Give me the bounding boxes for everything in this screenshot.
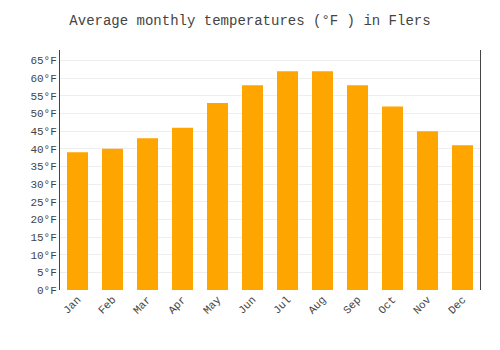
svg-text:50°F: 50°F bbox=[30, 108, 56, 120]
svg-text:5°F: 5°F bbox=[37, 267, 57, 279]
svg-text:Aug: Aug bbox=[306, 294, 328, 316]
svg-text:Average monthly temperatures (: Average monthly temperatures (°F ) in Fl… bbox=[69, 13, 430, 29]
svg-text:20°F: 20°F bbox=[30, 214, 56, 226]
svg-text:Jul: Jul bbox=[271, 294, 293, 316]
svg-text:30°F: 30°F bbox=[30, 179, 56, 191]
svg-text:10°F: 10°F bbox=[30, 250, 56, 262]
svg-text:Feb: Feb bbox=[96, 294, 118, 316]
svg-text:0°F: 0°F bbox=[37, 285, 57, 297]
svg-text:Apr: Apr bbox=[166, 294, 188, 316]
svg-text:15°F: 15°F bbox=[30, 232, 56, 244]
svg-text:65°F: 65°F bbox=[30, 55, 56, 67]
svg-text:Jun: Jun bbox=[236, 294, 258, 316]
svg-text:40°F: 40°F bbox=[30, 144, 56, 156]
svg-text:Mar: Mar bbox=[131, 294, 153, 316]
svg-text:May: May bbox=[201, 294, 224, 317]
svg-text:Nov: Nov bbox=[411, 294, 434, 317]
svg-text:Oct: Oct bbox=[376, 294, 398, 316]
svg-text:Dec: Dec bbox=[446, 294, 468, 316]
svg-text:Sep: Sep bbox=[341, 294, 363, 316]
svg-text:60°F: 60°F bbox=[30, 73, 56, 85]
svg-text:25°F: 25°F bbox=[30, 197, 56, 209]
svg-text:55°F: 55°F bbox=[30, 91, 56, 103]
svg-text:35°F: 35°F bbox=[30, 161, 56, 173]
svg-text:45°F: 45°F bbox=[30, 126, 56, 138]
svg-text:Jan: Jan bbox=[61, 294, 83, 316]
